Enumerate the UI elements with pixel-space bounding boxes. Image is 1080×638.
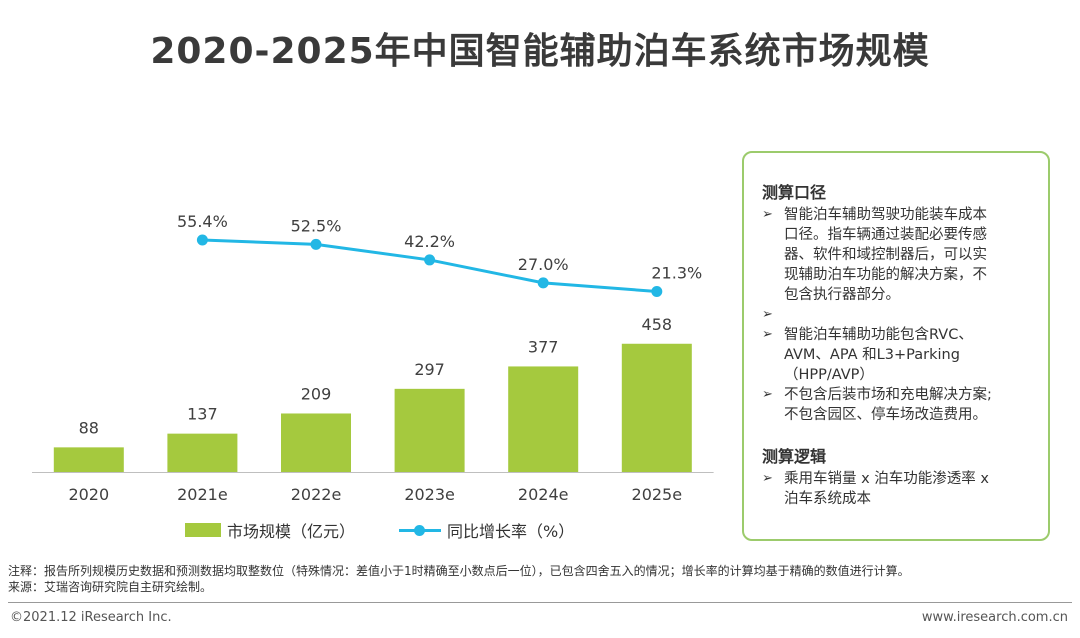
- legend-line-label: 同比增长率（%）: [447, 522, 575, 541]
- x-tick-label: 2023e: [404, 485, 455, 504]
- growth-point: [424, 254, 436, 266]
- growth-point: [537, 277, 549, 289]
- footer-website: www.iresearch.com.cn: [921, 610, 1068, 625]
- section-spacer: [762, 425, 1032, 447]
- bar: [281, 413, 351, 472]
- bar-value-label: 88: [79, 418, 99, 437]
- x-tick-label: 2024e: [518, 485, 569, 504]
- growth-point: [651, 285, 663, 297]
- section-title-logic: 测算逻辑: [762, 447, 827, 466]
- growth-point: [196, 234, 208, 246]
- note-line: 注释：报告所列规模历史数据和预测数据均取整数位（特殊情况：差值小于1时精确至小数…: [8, 564, 910, 578]
- notes: 注释：报告所列规模历史数据和预测数据均取整数位（特殊情况：差值小于1时精确至小数…: [8, 563, 910, 595]
- growth-value-label: 27.0%: [518, 255, 569, 274]
- bar: [394, 388, 465, 472]
- growth-point: [310, 238, 322, 250]
- bar-value-label: 297: [414, 360, 445, 379]
- x-tick-label: 2020: [68, 485, 109, 504]
- chart-legend: 市场规模（亿元） 同比增长率（%）: [185, 518, 618, 542]
- x-tick-label: 2022e: [291, 485, 342, 504]
- growth-value-label: 21.3%: [651, 263, 702, 282]
- bar: [621, 343, 692, 472]
- bar-value-label: 137: [187, 405, 218, 424]
- growth-value-label: 52.5%: [291, 216, 342, 235]
- footer-divider: [8, 602, 1072, 603]
- bar: [167, 433, 238, 472]
- list-spacer: [762, 305, 1032, 325]
- scope-item: 智能泊车辅助功能包含RVC、 AVM、APA 和L3+Parking （HPP/…: [762, 325, 1032, 385]
- source-line: 来源：艾瑞咨询研究院自主研究绘制。: [8, 580, 213, 594]
- legend-line-swatch: [399, 523, 442, 537]
- growth-value-label: 42.2%: [404, 232, 455, 251]
- growth-value-label: 55.4%: [177, 212, 228, 231]
- bar-value-label: 458: [642, 315, 673, 334]
- bar: [53, 447, 124, 472]
- scope-list: 智能泊车辅助驾驶功能装车成本 口径。指车辆通过装配必要传感 器、软件和域控制器后…: [762, 205, 1032, 425]
- legend-item-line: 同比增长率（%）: [399, 518, 574, 542]
- scope-item: 不包含后装市场和充电解决方案; 不包含园区、停车场改造费用。: [762, 385, 1032, 425]
- bar-value-label: 209: [301, 384, 332, 403]
- bar: [508, 366, 579, 472]
- logic-item: 乘用车销量 x 泊车功能渗透率 x 泊车系统成本: [762, 469, 1032, 509]
- legend-item-bar: 市场规模（亿元）: [185, 518, 355, 542]
- legend-bar-swatch: [185, 523, 221, 537]
- logic-list: 乘用车销量 x 泊车功能渗透率 x 泊车系统成本: [762, 469, 1032, 509]
- legend-bar-label: 市场规模（亿元）: [227, 522, 356, 541]
- chart-title: 2020-2025年中国智能辅助泊车系统市场规模: [150, 31, 930, 72]
- footer-copyright: ©2021.12 iResearch Inc.: [10, 610, 172, 625]
- x-tick-label: 2025e: [632, 485, 683, 504]
- x-tick-label: 2021e: [177, 485, 228, 504]
- section-title-scope: 测算口径: [762, 183, 827, 202]
- bar-value-label: 377: [528, 337, 559, 356]
- methodology-panel: 测算口径 智能泊车辅助驾驶功能装车成本 口径。指车辆通过装配必要传感 器、软件和…: [742, 151, 1050, 541]
- scope-item: 智能泊车辅助驾驶功能装车成本 口径。指车辆通过装配必要传感 器、软件和域控制器后…: [762, 205, 1032, 305]
- market-size-chart: 88 2020 137 2021e 209 2022e 297 2023e 377 2024e 45…: [32, 212, 714, 504]
